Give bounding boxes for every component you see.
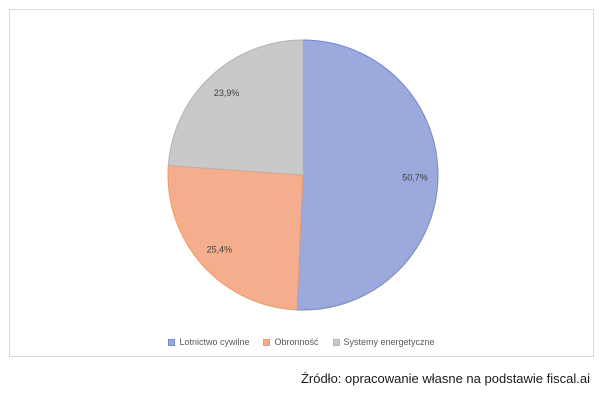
legend-label: Lotnictwo cywilne <box>179 337 250 347</box>
pie-data-label-0: 50,7% <box>402 173 428 183</box>
legend-swatch-icon <box>332 338 340 346</box>
pie-slice-2 <box>167 39 304 176</box>
pie-slice-1 <box>167 165 304 311</box>
source-note: Źródło: opracowanie własne na podstawie … <box>300 371 590 386</box>
legend-item-0: Lotnictwo cywilne <box>168 337 249 347</box>
legend-label: Obronność <box>274 337 319 347</box>
legend-swatch-icon <box>168 338 176 346</box>
pie-chart: 50,7% 25,4% 23,9% <box>167 39 439 311</box>
legend-item-1: Obronność <box>263 337 319 347</box>
pie-slice-0 <box>296 39 439 311</box>
pie-data-label-2: 23,9% <box>214 88 240 98</box>
pie-data-label-1: 25,4% <box>207 245 233 255</box>
legend-label: Systemy energetyczne <box>343 337 435 347</box>
chart-frame: 50,7% 25,4% 23,9% Lotnictwo cywilne Obronno… <box>9 9 594 357</box>
legend-item-2: Systemy energetyczne <box>332 337 435 347</box>
chart-legend: Lotnictwo cywilne Obronność Systemy energe… <box>10 337 593 347</box>
legend-swatch-icon <box>263 338 271 346</box>
